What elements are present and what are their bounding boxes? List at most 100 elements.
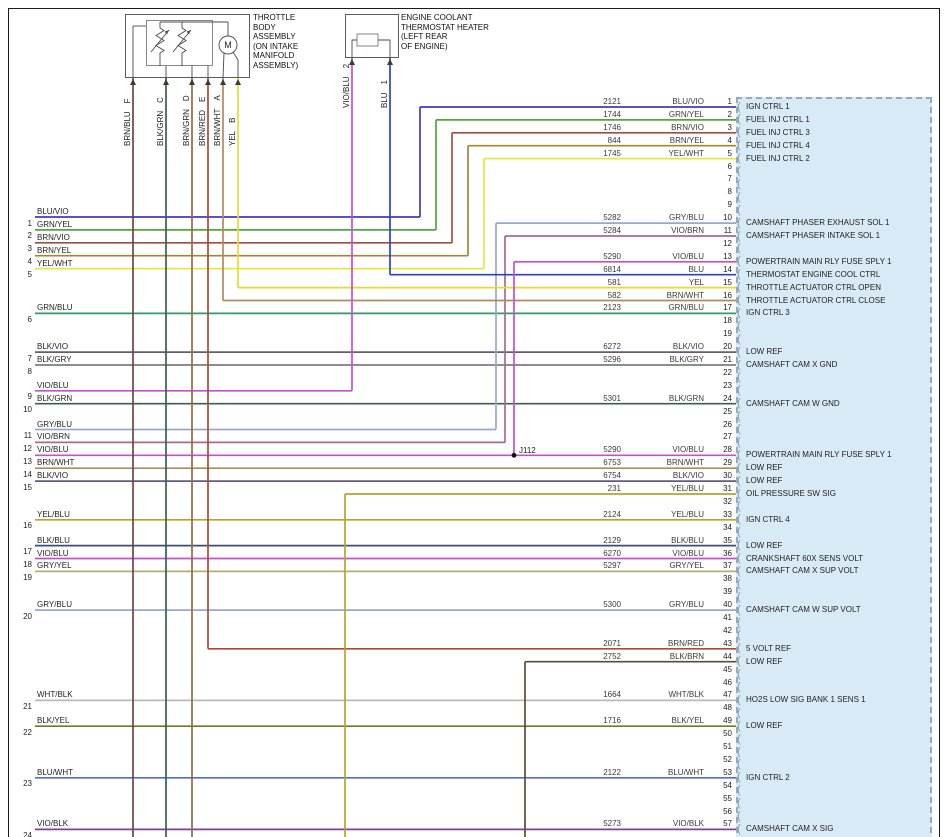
caption-line: ASSEMBLY (253, 32, 296, 41)
connector-pin-label: THROTTLE ACTUATOR CTRL CLOSE (746, 295, 886, 305)
connector-pin-label: OIL PRESSURE SW SIG (746, 489, 836, 498)
connector-pin-number: 18 (723, 316, 732, 326)
caption-line: ENGINE COOLANT (401, 13, 473, 22)
component-pin-label: BRN/WHT A (213, 95, 222, 146)
caption-line: MANIFOLD (253, 51, 295, 60)
wire-color-label: VIO/BLK (672, 819, 704, 829)
stub-number: 21 (23, 701, 32, 711)
circuit-number: 2123 (603, 303, 621, 313)
wire-arrow-icon (130, 79, 136, 85)
connector-pin-label: POWERTRAIN MAIN RLY FUSE SPLY 1 (746, 450, 892, 460)
connector-pin-label: IGN CTRL 1 (746, 102, 790, 111)
connector-pin-number: 55 (723, 793, 732, 803)
connector-pin-label: CAMSHAFT CAM W SUP VOLT (746, 605, 861, 615)
connector-pin-symbol: ( (737, 693, 741, 706)
wire-arrow-icon (387, 59, 393, 65)
wire-arrow-icon (235, 79, 241, 85)
connector-pin-symbol: ( (737, 358, 741, 371)
connector-pin-symbol: ( (737, 758, 741, 771)
circuit-number: 2124 (603, 509, 621, 519)
page-border-left (8, 8, 9, 837)
stub-wire-label: VIO/BLU (37, 445, 69, 455)
wire-color-label: BLK/BLU (671, 535, 704, 545)
connector-pin-label: HO2S LOW SIG BANK 1 SENS 1 (746, 695, 866, 705)
stub-wire-label: BLK/GRY (37, 355, 72, 364)
wire-color-label: YEL/WHT (668, 148, 704, 158)
wire-color-label: YEL/BLU (671, 484, 704, 493)
connector-pin-symbol: ( (737, 126, 741, 139)
connector-pin-number: 34 (723, 522, 732, 532)
connector-pin-label: THROTTLE ACTUATOR CTRL OPEN (746, 282, 881, 292)
connector-pin-symbol: ( (737, 771, 741, 784)
connector-pin-symbol: ( (737, 242, 741, 255)
connector-pin-number: 12 (723, 238, 732, 248)
connector-pin-symbol: ( (737, 732, 741, 745)
connector-pin-symbol: ( (737, 345, 741, 358)
connector-pin-label: LOW REF (746, 656, 783, 666)
connector-pin-label: IGN CTRL 3 (746, 308, 790, 318)
component-pin-label: BRN/GRN D (182, 95, 191, 146)
stub-number: 16 (23, 521, 32, 531)
connector-pin-label: LOW REF (746, 463, 783, 473)
connector-pin-number: 53 (723, 767, 732, 777)
wire-color-label: GRY/BLU (669, 600, 704, 610)
connector-pin-number: 37 (723, 561, 732, 571)
stub-number: 13 (23, 456, 32, 466)
connector-pin-symbol: ( (737, 216, 741, 229)
connector-pin-number: 4 (727, 135, 732, 145)
thermostat-heater-caption: ENGINE COOLANT THERMOSTAT HEATER (LEFT R… (401, 13, 489, 51)
wire-color-label: VIO/BLU (672, 445, 704, 455)
thermostat-heater-symbol (345, 14, 399, 58)
connector-pin-label: CAMSHAFT PHASER EXHAUST SOL 1 (746, 218, 890, 228)
wire-color-label: BRN/WHT (666, 290, 704, 300)
connector-pin-number: 1 (727, 97, 732, 106)
wire-color-label: GRY/YEL (669, 561, 704, 571)
connector-pin-symbol: ( (737, 294, 741, 306)
connector-pin-number: 10 (723, 213, 732, 223)
connector-pin-number: 52 (723, 754, 732, 764)
connector-pin-number: 26 (723, 419, 732, 429)
stub-wire-label: BLK/YEL (37, 716, 70, 726)
connector-pin-number: 49 (723, 716, 732, 726)
connector-pin-number: 51 (723, 742, 732, 751)
connector-pin-number: 48 (723, 703, 732, 713)
connector-pin-symbol: ( (737, 552, 741, 564)
wire-color-label: BRN/VIO (671, 122, 704, 132)
caption-line: THROTTLE (253, 13, 296, 22)
motor-m-label: M (224, 40, 232, 50)
connector-pin-label: CAMSHAFT CAM X GND (746, 360, 838, 369)
connector-pin-label: FUEL INJ CTRL 3 (746, 127, 810, 137)
stub-wire-label: VIO/BLU (37, 380, 69, 390)
throttle-body-symbol: M (125, 14, 250, 79)
connector-pin-number: 40 (723, 600, 732, 610)
connector-pin-label: IGN CTRL 4 (746, 514, 790, 524)
connector-pin-label: CRANKSHAFT 60X SENS VOLT (746, 553, 864, 563)
connector-pin-number: 35 (723, 535, 732, 545)
connector-pin-symbol: ( (737, 113, 741, 126)
stub-number: 17 (23, 547, 32, 557)
stub-number: 23 (23, 779, 32, 789)
connector-pin-symbol: ( (737, 371, 741, 384)
connector-pin-number: 43 (723, 638, 732, 648)
connector-pin-number: 46 (723, 677, 732, 687)
connector-pin-symbol: ( (737, 435, 741, 448)
connector-pin-number: 39 (723, 587, 732, 597)
connector-pin-number: 29 (723, 458, 732, 468)
stub-wire-label: BLU/WHT (37, 767, 73, 777)
component-pin-label: BLK/GRN C (156, 97, 165, 146)
connector-pin-number: 3 (727, 122, 732, 132)
wire-color-label: VIO/BLU (672, 548, 704, 558)
stub-wire-label: GRN/YEL (37, 219, 73, 229)
wire-color-label: BRN/WHT (666, 458, 704, 468)
page-border-right (939, 8, 940, 837)
circuit-number: 231 (607, 484, 621, 493)
circuit-number: 5282 (603, 213, 621, 223)
connector-pin-number: 50 (723, 729, 732, 739)
connector-pin-symbol: ( (737, 810, 741, 822)
stub-wire-label: YEL/BLU (37, 509, 70, 519)
stub-wire-label: BRN/WHT (37, 458, 75, 468)
circuit-number: 5300 (603, 600, 621, 610)
connector-pin-symbol: ( (737, 139, 741, 152)
stub-wire-label: BLK/VIO (37, 471, 69, 481)
